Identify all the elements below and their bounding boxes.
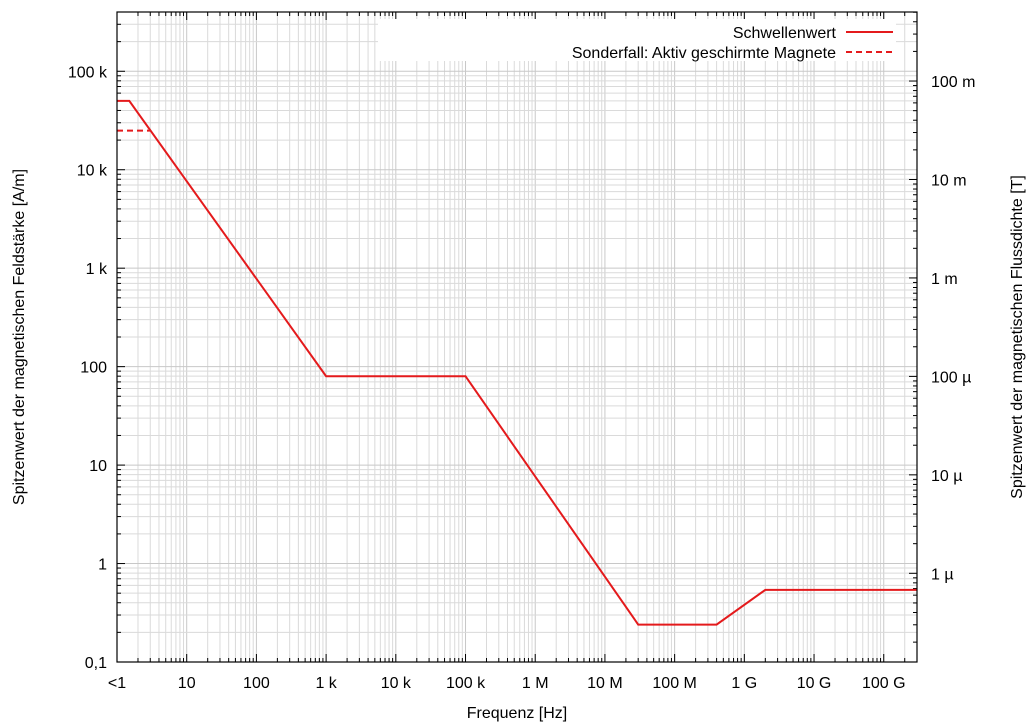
x-tick-label: 100 k: [446, 675, 486, 692]
legend-label: Schwellenwert: [733, 25, 837, 42]
y-tick-label: 100: [80, 360, 107, 377]
y-tick-labels: 0,1 1 10 100 1 k 10 k 100 k: [68, 64, 108, 672]
legend-background: [378, 19, 896, 61]
x-tick-label: 100 M: [652, 675, 696, 692]
x-tick-label: 1 k: [315, 675, 337, 692]
x-axis-title: Frequenz [Hz]: [467, 705, 567, 722]
y2-axis-title: Spitzenwert der magnetischen Flussdichte…: [1009, 175, 1026, 499]
y-tick-label: 10 k: [77, 163, 108, 180]
x-tick-label: 10 k: [381, 675, 412, 692]
grid: [116, 11, 918, 663]
legend: Schwellenwert Sonderfall: Aktiv geschirmt…: [378, 19, 896, 62]
x-tick-label: <1: [108, 675, 126, 692]
series-line: [117, 99, 917, 626]
y2-tick-label: 10 µ: [931, 468, 962, 485]
y2-tick-labels: 1 µ 10 µ 100 µ 1 m 10 m 100 m: [931, 74, 975, 583]
y-tick-label: 100 k: [68, 64, 108, 81]
x-tick-label: 10: [178, 675, 196, 692]
y2-tick-label: 100 µ: [931, 369, 971, 386]
x-tick-label: 10 G: [797, 675, 832, 692]
x-tick-labels: <1 10 100 1 k 10 k 100 k 1 M 10 M 100 M 1 G 10 G 10…: [108, 675, 906, 692]
x-tick-label: 1 G: [731, 675, 757, 692]
series-group: [117, 99, 917, 626]
y2-tick-label: 1 m: [931, 271, 958, 288]
y-tick-label: 1 k: [86, 261, 108, 278]
y-tick-label: 1: [98, 557, 107, 574]
plot-frame: [116, 11, 918, 663]
y2-tick-label: 100 m: [931, 74, 975, 91]
x-tick-label: 100 G: [862, 675, 906, 692]
y-tick-label: 10: [89, 458, 107, 475]
x-tick-label: 10 M: [587, 675, 623, 692]
y-tick-label: 0,1: [85, 655, 107, 672]
x-tick-label: 1 M: [522, 675, 549, 692]
legend-label: Sonderfall: Aktiv geschirmte Magnete: [572, 45, 836, 62]
y2-tick-label: 10 m: [931, 172, 967, 189]
y-axis-title: Spitzenwert der magnetischen Feldstärke …: [11, 169, 28, 505]
y2-tick-label: 1 µ: [931, 566, 954, 583]
x-tick-label: 100: [243, 675, 270, 692]
